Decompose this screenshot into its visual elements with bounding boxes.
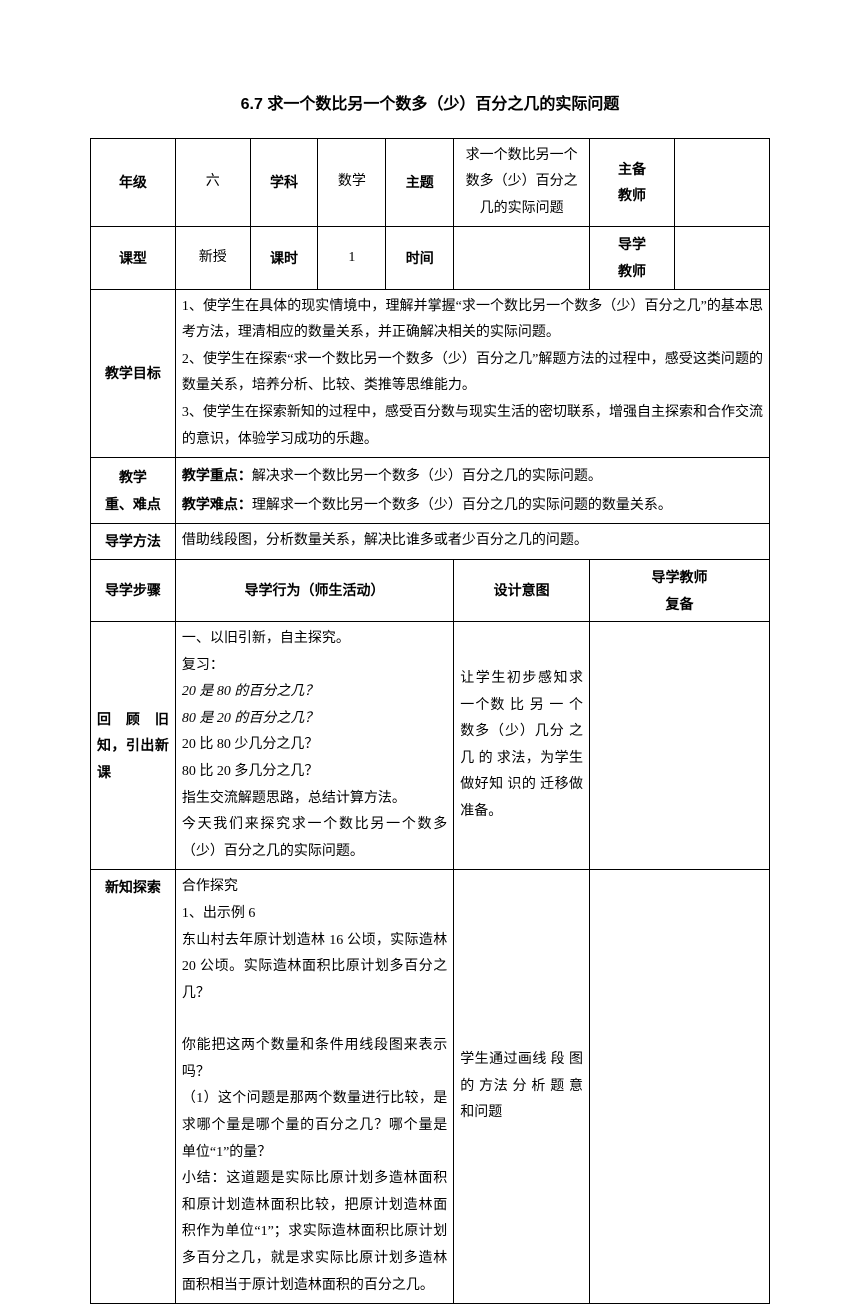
activity-header: 导学行为（师生活动） <box>175 559 453 621</box>
type-label: 课型 <box>91 227 176 289</box>
main-teacher-value <box>674 138 769 227</box>
teacher-prep-header: 导学教师 复备 <box>590 559 770 621</box>
guide-teacher-label-1: 导学 <box>596 231 668 258</box>
topic-label: 主题 <box>386 138 454 227</box>
activity-line: 指生交流解题思路，总结计算方法。 <box>182 786 447 813</box>
step2-intent: 学生通过画线 段 图 的 方法 分 析 题 意和问题 <box>454 870 590 1304</box>
activity-line: 复习： <box>182 653 447 680</box>
step1-intent: 让学生初步感知求一个数 比 另 一 个数多（少）几分 之 几 的 求法，为学生做… <box>454 622 590 870</box>
table-row: 导学方法 借助线段图，分析数量关系，解决比谁多或者少百分之几的问题。 <box>91 524 770 560</box>
objective-line: 3、使学生在探索新知的过程中，感受百分数与现实生活的密切联系，增强自主探索和合作… <box>182 400 763 453</box>
activity-line: 你能把这两个数量和条件用线段图来表示吗？ <box>182 1033 447 1086</box>
time-value <box>454 227 590 289</box>
activity-line: 合作探究 <box>182 874 447 901</box>
subject-label: 学科 <box>250 138 318 227</box>
main-teacher-label-1: 主备 <box>596 156 668 183</box>
period-value: 1 <box>318 227 386 289</box>
activity-line: 80 比 20 多几分之几？ <box>182 759 447 786</box>
step1-prep <box>590 622 770 870</box>
guide-teacher-value <box>674 227 769 289</box>
activity-line: 20 比 80 少几分之几？ <box>182 732 447 759</box>
step1-activity: 一、以旧引新，自主探究。 复习： 20 是 80 的百分之几？ 80 是 20 … <box>175 622 453 870</box>
table-row: 教学 重、难点 教学重点：解决求一个数比另一个数多（少）百分之几的实际问题。 教… <box>91 458 770 524</box>
teacher-prep-label-2: 复备 <box>596 591 763 618</box>
objective-line: 1、使学生在具体的现实情境中，理解并掌握“求一个数比另一个数多（少）百分之几”的… <box>182 294 763 347</box>
keypoints-label-2: 重、难点 <box>97 491 169 518</box>
activity-line: 20 是 80 的百分之几？ <box>182 679 447 706</box>
activity-line: 1、出示例 6 <box>182 901 447 928</box>
diff-label: 教学难点： <box>182 496 252 512</box>
activity-line: 今天我们来探究求一个数比另一个数多（少）百分之几的实际问题。 <box>182 812 447 865</box>
time-label: 时间 <box>386 227 454 289</box>
step2-label: 新知探索 <box>91 870 176 1304</box>
diff-text: 理解求一个数比另一个数多（少）百分之几的实际问题的数量关系。 <box>252 498 672 513</box>
keypoints-text: 教学重点：解决求一个数比另一个数多（少）百分之几的实际问题。 教学难点：理解求一… <box>175 458 769 524</box>
step2-activity: 合作探究 1、出示例 6 东山村去年原计划造林 16 公顷，实际造林 20 公顷… <box>175 870 453 1304</box>
method-text: 借助线段图，分析数量关系，解决比谁多或者少百分之几的问题。 <box>175 524 769 560</box>
key-label: 教学重点： <box>182 467 252 483</box>
table-row: 导学步骤 导学行为（师生活动） 设计意图 导学教师 复备 <box>91 559 770 621</box>
table-row: 年级 六 学科 数学 主题 求一个数比另一个数多（少）百分之几的实际问题 主备 … <box>91 138 770 227</box>
table-row: 课型 新授 课时 1 时间 导学 教师 <box>91 227 770 289</box>
table-row: 教学目标 1、使学生在具体的现实情境中，理解并掌握“求一个数比另一个数多（少）百… <box>91 289 770 458</box>
step-header: 导学步骤 <box>91 559 176 621</box>
table-row: 回 顾 旧知，引出新课 一、以旧引新，自主探究。 复习： 20 是 80 的百分… <box>91 622 770 870</box>
subject-value: 数学 <box>318 138 386 227</box>
guide-teacher-label: 导学 教师 <box>590 227 675 289</box>
difficulty-line: 教学难点：理解求一个数比另一个数多（少）百分之几的实际问题的数量关系。 <box>182 491 763 520</box>
blank-line <box>182 1007 447 1033</box>
intent-header: 设计意图 <box>454 559 590 621</box>
period-label: 课时 <box>250 227 318 289</box>
key-text: 解决求一个数比另一个数多（少）百分之几的实际问题。 <box>252 469 602 484</box>
table-row: 新知探索 合作探究 1、出示例 6 东山村去年原计划造林 16 公顷，实际造林 … <box>91 870 770 1304</box>
main-teacher-label: 主备 教师 <box>590 138 675 227</box>
main-teacher-label-2: 教师 <box>596 182 668 209</box>
lesson-plan-table: 年级 六 学科 数学 主题 求一个数比另一个数多（少）百分之几的实际问题 主备 … <box>90 138 770 1304</box>
activity-line: （1）这个问题是那两个数量进行比较，是求哪个量是哪个量的百分之几？哪个量是单位“… <box>182 1086 447 1166</box>
objectives-label: 教学目标 <box>91 289 176 458</box>
activity-line: 80 是 20 的百分之几？ <box>182 706 447 733</box>
keypoints-label-1: 教学 <box>97 464 169 491</box>
keypoint-line: 教学重点：解决求一个数比另一个数多（少）百分之几的实际问题。 <box>182 462 763 491</box>
method-label: 导学方法 <box>91 524 176 560</box>
document-title: 6.7 求一个数比另一个数多（少）百分之几的实际问题 <box>90 90 770 120</box>
activity-line: 一、以旧引新，自主探究。 <box>182 626 447 653</box>
type-value: 新授 <box>175 227 250 289</box>
activity-line: 东山村去年原计划造林 16 公顷，实际造林 20 公顷。实际造林面积比原计划多百… <box>182 928 447 1008</box>
step1-label: 回 顾 旧知，引出新课 <box>91 622 176 870</box>
grade-label: 年级 <box>91 138 176 227</box>
guide-teacher-label-2: 教师 <box>596 258 668 285</box>
teacher-prep-label-1: 导学教师 <box>596 564 763 591</box>
topic-value: 求一个数比另一个数多（少）百分之几的实际问题 <box>454 138 590 227</box>
objective-line: 2、使学生在探索“求一个数比另一个数多（少）百分之几”解题方法的过程中，感受这类… <box>182 347 763 400</box>
grade-value: 六 <box>175 138 250 227</box>
keypoints-label: 教学 重、难点 <box>91 458 176 524</box>
objectives-text: 1、使学生在具体的现实情境中，理解并掌握“求一个数比另一个数多（少）百分之几”的… <box>175 289 769 458</box>
step2-prep <box>590 870 770 1304</box>
activity-line: 小结：这道题是实际比原计划多造林面积和原计划造林面积比较，把原计划造林面积作为单… <box>182 1166 447 1299</box>
